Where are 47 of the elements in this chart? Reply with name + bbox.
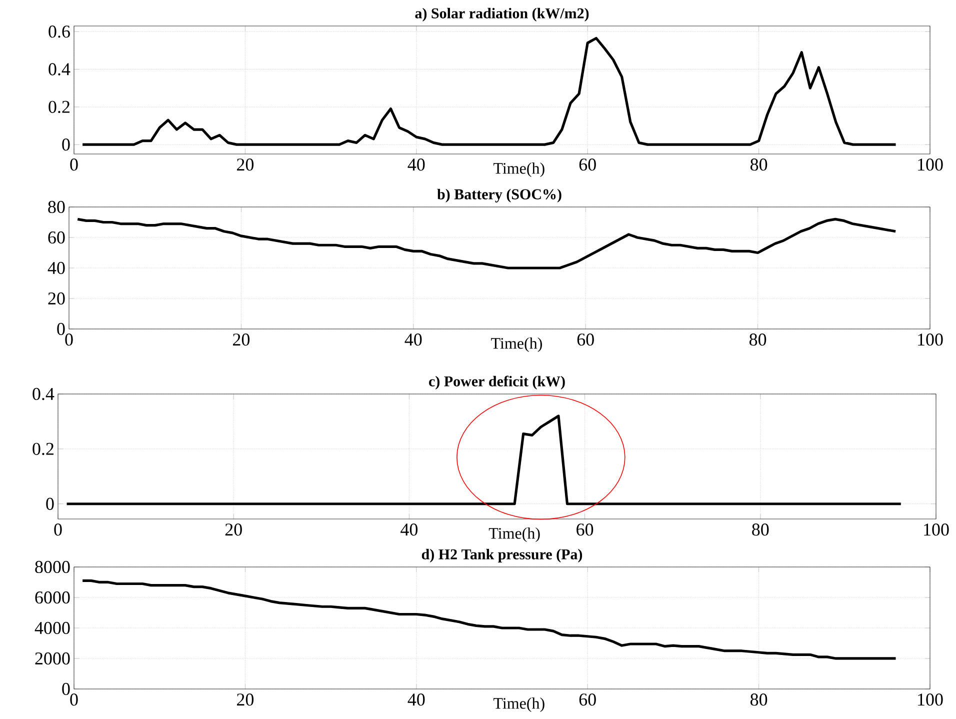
y-tick-label: 0 bbox=[46, 498, 54, 510]
x-tick-label: 60 bbox=[579, 158, 596, 171]
y-tick-label: 0 bbox=[62, 138, 70, 151]
y-tick-label: 0.4 bbox=[48, 63, 70, 76]
y-tick-label: 60 bbox=[48, 231, 65, 244]
chart-title: b) Battery (SOC%) bbox=[437, 188, 562, 202]
y-tick-label: 2000 bbox=[35, 652, 70, 665]
x-axis-title: Time(h) bbox=[491, 338, 542, 352]
x-tick-label: 80 bbox=[752, 524, 769, 536]
x-tick-label: 60 bbox=[576, 524, 594, 536]
x-axis-title: Time(h) bbox=[493, 698, 544, 712]
x-tick-label: 80 bbox=[749, 334, 766, 346]
chart-title: c) Power deficit (kW) bbox=[429, 376, 565, 390]
y-tick-label: 0.2 bbox=[48, 100, 70, 114]
x-tick-label: 20 bbox=[225, 524, 242, 536]
y-tick-label: 20 bbox=[48, 292, 65, 305]
chart-title: d) H2 Tank pressure (Pa) bbox=[422, 548, 582, 562]
y-tick-label: 0.6 bbox=[48, 26, 70, 38]
y-tick-label: 0 bbox=[62, 682, 70, 696]
x-tick-label: 80 bbox=[750, 158, 768, 171]
x-axis-title: Time(h) bbox=[493, 162, 544, 178]
x-tick-label: 40 bbox=[408, 158, 425, 171]
y-tick-label: 80 bbox=[48, 200, 65, 214]
chart-title: a) Solar radiation (kW/m2) bbox=[415, 8, 589, 22]
x-tick-label: 100 bbox=[918, 694, 943, 706]
y-tick-label: 0.4 bbox=[32, 388, 54, 400]
x-tick-label: 0 bbox=[70, 694, 78, 706]
x-tick-label: 0 bbox=[70, 158, 78, 171]
x-tick-label: 20 bbox=[236, 694, 254, 706]
x-tick-label: 100 bbox=[924, 524, 949, 536]
x-tick-label: 20 bbox=[232, 334, 250, 346]
y-tick-label: 4000 bbox=[34, 622, 70, 634]
x-tick-label: 20 bbox=[236, 158, 254, 171]
x-tick-label: 80 bbox=[750, 694, 768, 706]
x-tick-label: 40 bbox=[400, 524, 418, 536]
y-tick-label: 40 bbox=[48, 262, 65, 274]
x-tick-label: 60 bbox=[579, 694, 596, 706]
x-tick-label: 40 bbox=[408, 694, 425, 706]
y-tick-label: 0.2 bbox=[32, 442, 54, 456]
y-tick-label: 8000 bbox=[35, 560, 70, 574]
x-tick-label: 60 bbox=[577, 334, 594, 346]
x-tick-label: 100 bbox=[918, 158, 943, 171]
y-tick-label: 0 bbox=[57, 322, 65, 336]
x-axis-title: Time(h) bbox=[488, 528, 540, 542]
x-tick-label: 40 bbox=[404, 334, 422, 346]
x-tick-label: 100 bbox=[918, 334, 943, 346]
y-tick-label: 6000 bbox=[35, 591, 70, 604]
